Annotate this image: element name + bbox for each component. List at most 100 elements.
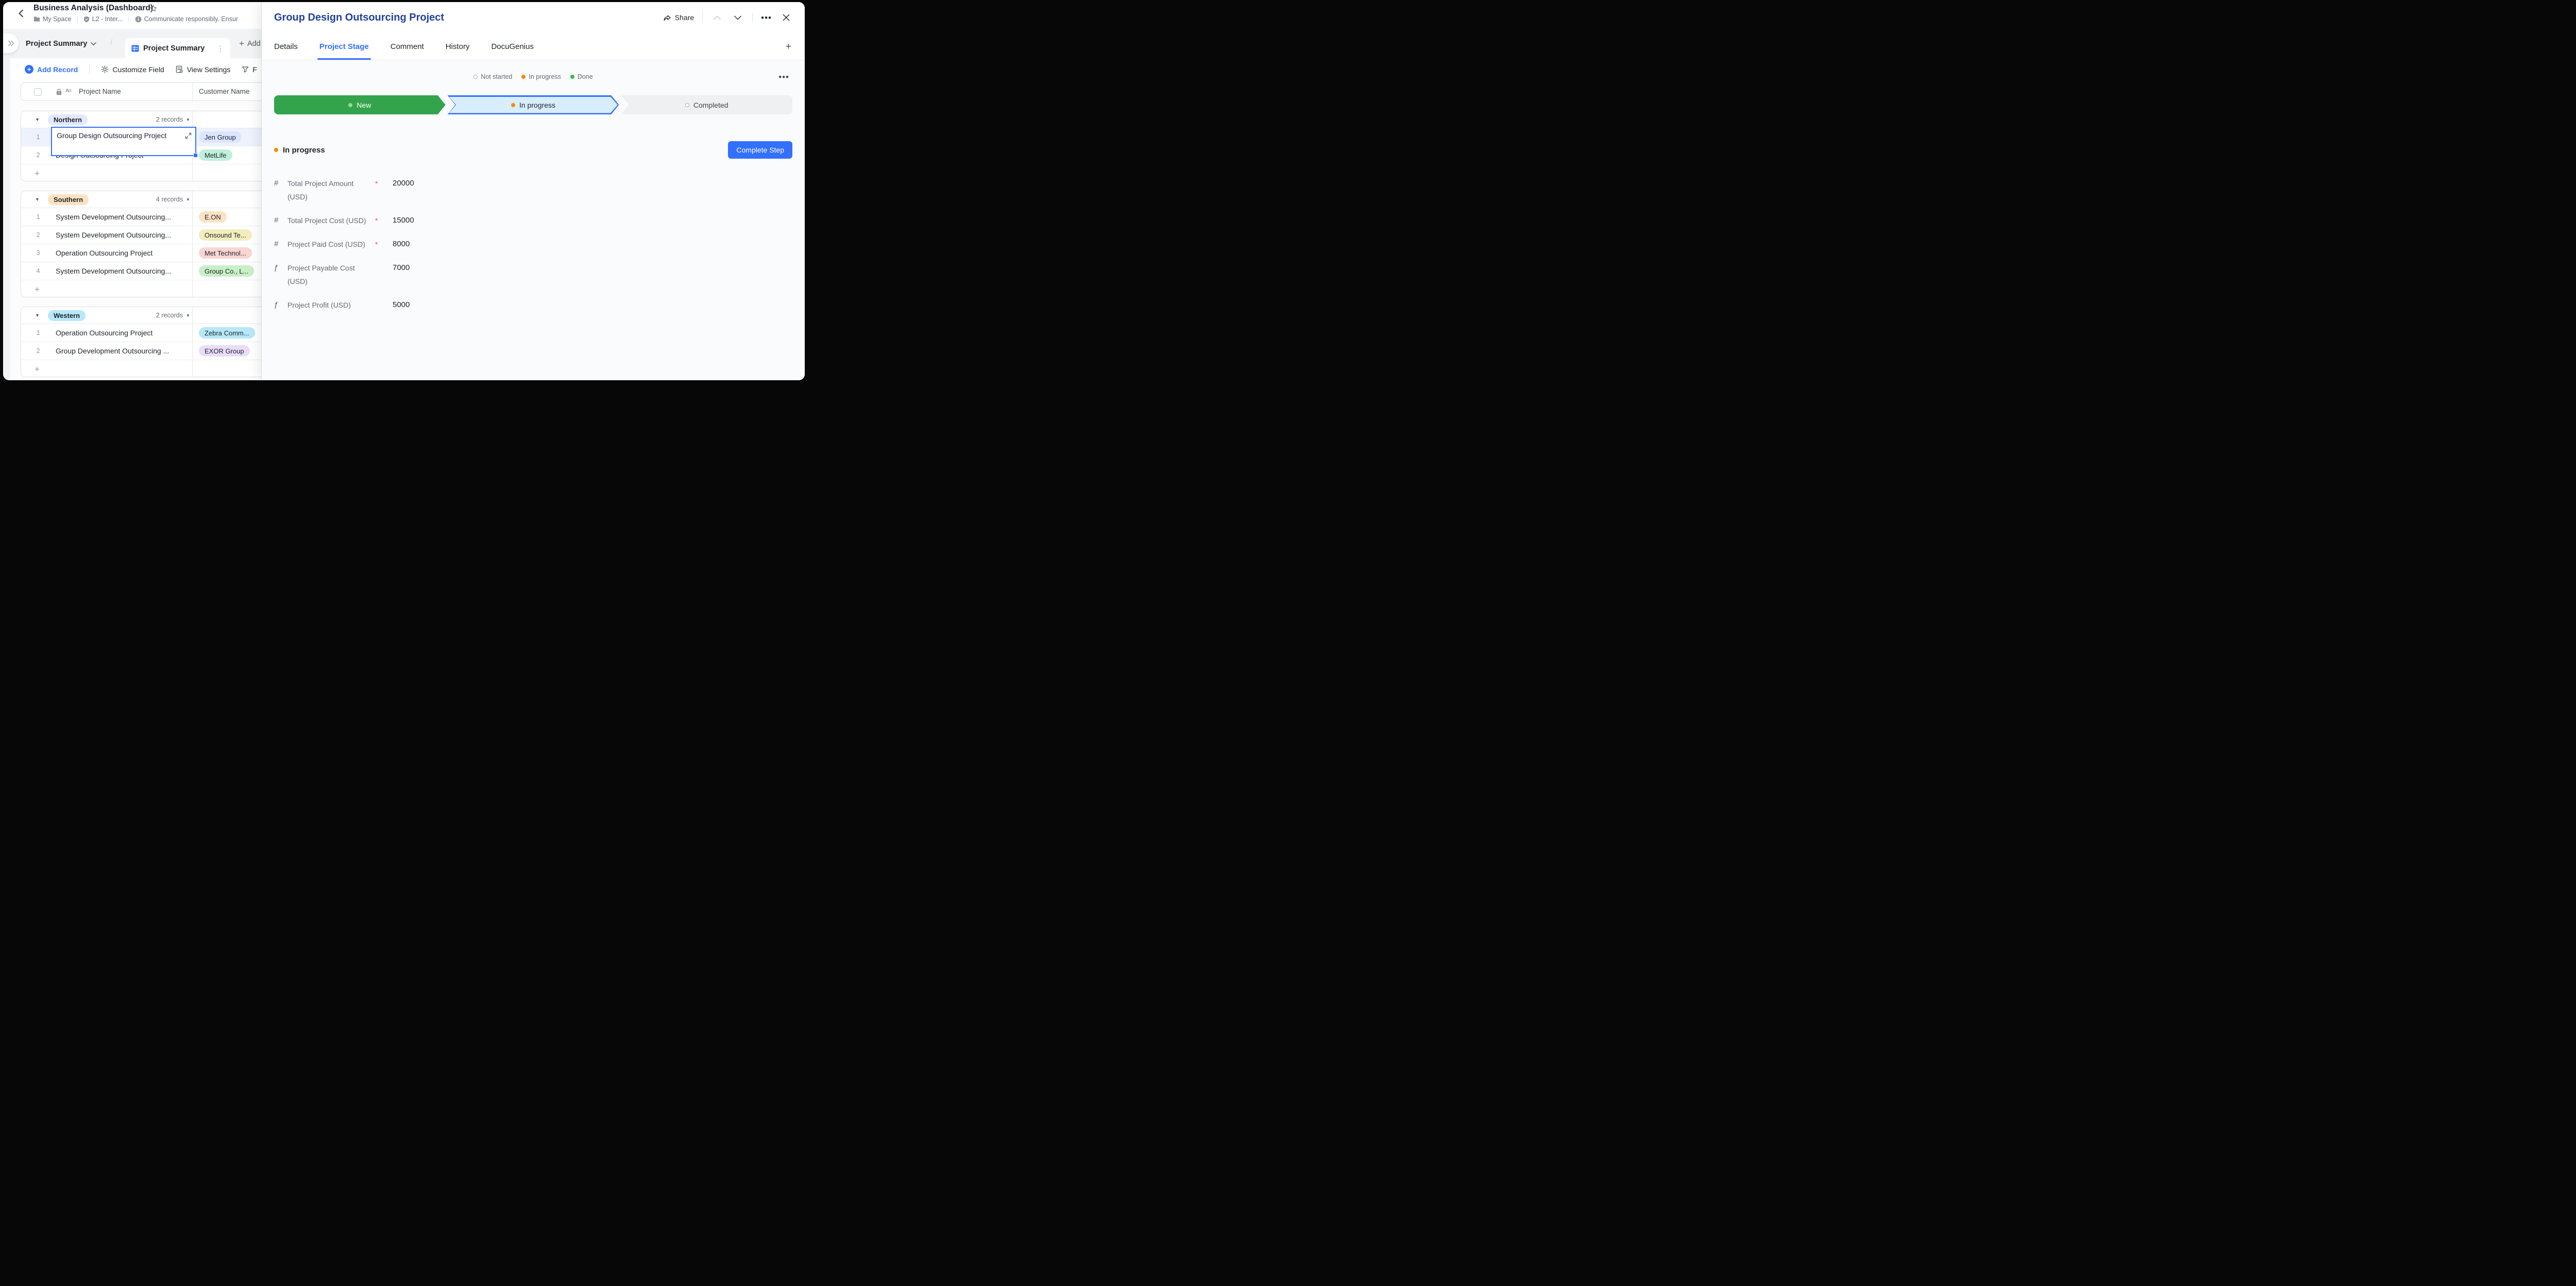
field-value[interactable]: 20000 bbox=[393, 179, 414, 188]
customize-field-button[interactable]: Customize Field bbox=[101, 65, 164, 74]
customer-cell[interactable]: Met Technol... bbox=[193, 244, 329, 262]
customer-pill: Met Technol... bbox=[199, 247, 252, 259]
expand-record-icon[interactable] bbox=[185, 132, 192, 139]
add-tab-icon[interactable]: + bbox=[785, 41, 791, 52]
add-view-button[interactable]: + Add bbox=[239, 39, 261, 48]
stage-more-icon[interactable]: ••• bbox=[778, 72, 789, 82]
record-title: Group Design Outsourcing Project bbox=[274, 11, 445, 23]
selected-cell-editor[interactable]: Group Design Outsourcing Project bbox=[51, 127, 198, 158]
record-count-caret-icon: ▼ bbox=[186, 117, 190, 122]
folder-icon bbox=[33, 16, 40, 22]
shield-check-icon bbox=[83, 16, 89, 22]
stage-new[interactable]: New bbox=[274, 95, 446, 114]
project-name-cell[interactable]: System Development Outsourcing... bbox=[56, 231, 172, 239]
add-row-button[interactable]: + bbox=[21, 164, 329, 182]
table-row[interactable]: 3 Operation Outsourcing Project Met Tech… bbox=[21, 244, 329, 262]
field-value[interactable]: 7000 bbox=[393, 263, 410, 272]
customer-cell[interactable]: Onsound Te... bbox=[193, 226, 329, 244]
customer-cell[interactable]: Jen Group bbox=[193, 128, 329, 146]
customer-cell[interactable]: E.ON bbox=[193, 208, 329, 226]
notice-text: Communicate responsibly. Ensur bbox=[135, 15, 238, 23]
field-value[interactable]: 8000 bbox=[393, 240, 410, 248]
add-row-button[interactable]: + bbox=[21, 360, 329, 378]
back-chevron-icon bbox=[19, 9, 23, 18]
next-record-button[interactable] bbox=[732, 11, 744, 24]
current-stage-dot-icon bbox=[274, 148, 278, 152]
view-settings-button[interactable]: View Settings bbox=[176, 65, 230, 74]
collapse-group-icon[interactable]: ▼ bbox=[35, 197, 40, 202]
field-label: Total Project Cost (USD) bbox=[287, 216, 366, 225]
add-row-button[interactable]: + bbox=[21, 280, 329, 298]
previous-record-button[interactable] bbox=[711, 11, 723, 24]
view-settings-icon bbox=[176, 65, 183, 73]
select-all-checkbox[interactable] bbox=[34, 88, 42, 96]
star-icon[interactable] bbox=[149, 5, 157, 12]
row-number: 1 bbox=[36, 329, 40, 336]
group-record-count[interactable]: 2 records bbox=[156, 312, 183, 319]
tab-details[interactable]: Details bbox=[274, 42, 298, 51]
back-button[interactable] bbox=[15, 6, 27, 21]
complete-step-button[interactable]: Complete Step bbox=[728, 141, 792, 159]
column-header-project-name[interactable]: Project Name bbox=[79, 88, 121, 95]
row-number: 3 bbox=[36, 249, 40, 257]
stage-in-progress[interactable]: In progress bbox=[448, 95, 619, 114]
tab-history[interactable]: History bbox=[445, 42, 470, 51]
add-record-button[interactable]: + Add Record bbox=[25, 65, 78, 74]
tab-comment[interactable]: Comment bbox=[390, 42, 424, 51]
stage-new-dot-icon bbox=[348, 103, 352, 107]
table-row[interactable]: 2 System Development Outsourcing... Onso… bbox=[21, 226, 329, 244]
group-record-count[interactable]: 4 records bbox=[156, 196, 183, 203]
expand-sidebar-button[interactable] bbox=[3, 33, 19, 53]
tab-docugenius[interactable]: DocuGenius bbox=[491, 42, 534, 51]
field-value[interactable]: 5000 bbox=[393, 300, 410, 309]
row-number: 2 bbox=[36, 347, 40, 354]
lock-icon bbox=[56, 89, 62, 95]
group-record-count[interactable]: 2 records bbox=[156, 116, 183, 123]
table-row[interactable]: 4 System Development Outsourcing... Grou… bbox=[21, 262, 329, 280]
number-field-icon: # bbox=[274, 240, 279, 248]
required-asterisk bbox=[374, 261, 393, 288]
table-row[interactable]: 2 Group Development Outsourcing ... EXOR… bbox=[21, 342, 329, 360]
project-name-cell[interactable]: Group Development Outsourcing ... bbox=[56, 347, 170, 355]
stage-completed[interactable]: Completed bbox=[621, 95, 793, 114]
view-tab-project-summary[interactable]: Project Summary ⋮ bbox=[125, 38, 230, 58]
tab-project-stage[interactable]: Project Stage bbox=[317, 33, 371, 60]
number-field-icon: # bbox=[274, 216, 279, 225]
project-name-cell[interactable]: Operation Outsourcing Project bbox=[56, 329, 153, 337]
filter-button[interactable]: F bbox=[242, 65, 257, 74]
field-total-project-amount: # Total Project Amount (USD) * 20000 bbox=[274, 177, 792, 204]
gear-icon bbox=[101, 65, 109, 73]
customer-cell[interactable]: Group Co., L... bbox=[193, 262, 329, 280]
collapse-group-icon[interactable]: ▼ bbox=[35, 313, 40, 318]
field-project-paid-cost: # Project Paid Cost (USD) * 8000 bbox=[274, 238, 792, 251]
collapse-group-icon[interactable]: ▼ bbox=[35, 117, 40, 122]
row-number: 2 bbox=[36, 151, 40, 159]
customer-cell[interactable]: Zebra Comm... bbox=[193, 324, 329, 342]
space-breadcrumb[interactable]: My Space bbox=[33, 15, 72, 23]
required-asterisk: * bbox=[375, 216, 378, 225]
customer-cell[interactable]: MetLife bbox=[193, 146, 329, 164]
group-name-pill: Southern bbox=[48, 194, 89, 205]
table-selector[interactable]: Project Summary bbox=[26, 29, 97, 58]
filter-funnel-icon bbox=[242, 66, 249, 73]
customer-cell[interactable]: EXOR Group bbox=[193, 342, 329, 360]
more-actions-icon[interactable]: ••• bbox=[761, 12, 772, 23]
project-name-cell[interactable]: System Development Outsourcing... bbox=[56, 213, 172, 221]
table-row[interactable]: 1 System Development Outsourcing... E.ON bbox=[21, 208, 329, 226]
share-button[interactable]: Share bbox=[663, 13, 694, 22]
stage-fields: # Total Project Amount (USD) * 20000 # T… bbox=[274, 177, 792, 312]
screenshot-stage: Business Analysis (Dashboard) My Space |… bbox=[0, 0, 808, 386]
column-header-customer-name[interactable]: Customer Name bbox=[199, 88, 250, 95]
view-tab-menu-icon[interactable]: ⋮ bbox=[217, 44, 224, 53]
customer-pill: MetLife bbox=[199, 149, 232, 161]
table-row[interactable]: 1 Operation Outsourcing Project Zebra Co… bbox=[21, 324, 329, 342]
customer-pill: Zebra Comm... bbox=[199, 327, 255, 339]
close-drawer-button[interactable] bbox=[780, 11, 792, 24]
project-name-cell[interactable]: Operation Outsourcing Project bbox=[56, 249, 153, 257]
stage-progress-bar: New In progress Completed bbox=[274, 95, 793, 114]
field-value[interactable]: 15000 bbox=[393, 216, 414, 225]
in-progress-dot-icon bbox=[521, 75, 526, 79]
breadcrumb-slash: / bbox=[110, 38, 113, 47]
project-name-cell[interactable]: System Development Outsourcing... bbox=[56, 267, 172, 275]
permission-badge[interactable]: L2 - Inter... bbox=[83, 15, 123, 23]
